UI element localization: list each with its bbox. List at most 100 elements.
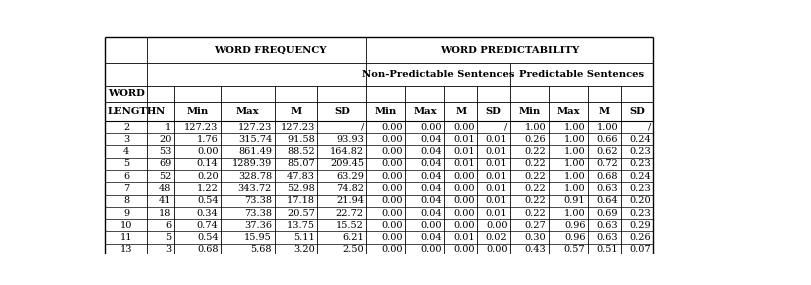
Text: 0.04: 0.04 bbox=[420, 147, 441, 156]
Text: 3: 3 bbox=[165, 245, 171, 255]
Text: 0.00: 0.00 bbox=[381, 209, 402, 217]
Text: 3: 3 bbox=[122, 135, 129, 144]
Text: Max: Max bbox=[413, 107, 436, 116]
Text: WORD: WORD bbox=[108, 89, 144, 98]
Text: 0.00: 0.00 bbox=[453, 184, 474, 193]
Text: 0.00: 0.00 bbox=[420, 123, 441, 131]
Text: 1.00: 1.00 bbox=[563, 159, 585, 168]
Text: 0.00: 0.00 bbox=[381, 159, 402, 168]
Text: 63.29: 63.29 bbox=[336, 172, 363, 181]
Text: 0.63: 0.63 bbox=[596, 221, 617, 230]
Text: Max: Max bbox=[556, 107, 580, 116]
Text: 1.00: 1.00 bbox=[563, 123, 585, 131]
Text: 209.45: 209.45 bbox=[329, 159, 363, 168]
Text: 0.96: 0.96 bbox=[563, 221, 585, 230]
Text: 0.24: 0.24 bbox=[629, 135, 650, 144]
Text: M: M bbox=[598, 107, 609, 116]
Text: 315.74: 315.74 bbox=[238, 135, 272, 144]
Text: 164.82: 164.82 bbox=[329, 147, 363, 156]
Text: 0.04: 0.04 bbox=[420, 233, 441, 242]
Text: 0.04: 0.04 bbox=[420, 159, 441, 168]
Text: 5: 5 bbox=[165, 233, 171, 242]
Text: 88.52: 88.52 bbox=[287, 147, 315, 156]
Text: 20: 20 bbox=[159, 135, 171, 144]
Text: 5.68: 5.68 bbox=[251, 245, 272, 255]
Text: 0.22: 0.22 bbox=[524, 159, 546, 168]
Text: 0.29: 0.29 bbox=[629, 221, 650, 230]
Text: 1: 1 bbox=[165, 123, 171, 131]
Text: Predictable Sentences: Predictable Sentences bbox=[518, 70, 643, 79]
Text: 0.00: 0.00 bbox=[453, 209, 474, 217]
Text: M: M bbox=[290, 107, 301, 116]
Text: 0.20: 0.20 bbox=[197, 172, 218, 181]
Text: 0.20: 0.20 bbox=[629, 196, 650, 205]
Text: 0.34: 0.34 bbox=[196, 209, 218, 217]
Text: 328.78: 328.78 bbox=[238, 172, 272, 181]
Text: 0.00: 0.00 bbox=[453, 245, 474, 255]
Text: 0.04: 0.04 bbox=[420, 172, 441, 181]
Text: 1.00: 1.00 bbox=[563, 135, 585, 144]
Text: 0.01: 0.01 bbox=[485, 196, 507, 205]
Text: 13: 13 bbox=[120, 245, 132, 255]
Text: 3.20: 3.20 bbox=[293, 245, 315, 255]
Text: 7: 7 bbox=[122, 184, 129, 193]
Text: 0.57: 0.57 bbox=[563, 245, 585, 255]
Text: 0.00: 0.00 bbox=[420, 221, 441, 230]
Text: 0.00: 0.00 bbox=[381, 221, 402, 230]
Text: 20.57: 20.57 bbox=[286, 209, 315, 217]
Text: 0.54: 0.54 bbox=[197, 196, 218, 205]
Text: 0.14: 0.14 bbox=[196, 159, 218, 168]
Text: 47.83: 47.83 bbox=[286, 172, 315, 181]
Text: 52: 52 bbox=[159, 172, 171, 181]
Text: 2: 2 bbox=[122, 123, 129, 131]
Text: 127.23: 127.23 bbox=[184, 123, 218, 131]
Text: 0.00: 0.00 bbox=[381, 184, 402, 193]
Text: 0.01: 0.01 bbox=[485, 147, 507, 156]
Text: 15.95: 15.95 bbox=[244, 233, 272, 242]
Text: 0.66: 0.66 bbox=[596, 135, 617, 144]
Text: Max: Max bbox=[236, 107, 260, 116]
Text: /: / bbox=[360, 123, 363, 131]
Text: 0.01: 0.01 bbox=[485, 209, 507, 217]
Text: 15.52: 15.52 bbox=[336, 221, 363, 230]
Text: 0.01: 0.01 bbox=[485, 184, 507, 193]
Text: 2.50: 2.50 bbox=[342, 245, 363, 255]
Text: 6: 6 bbox=[165, 221, 171, 230]
Text: 91.58: 91.58 bbox=[287, 135, 315, 144]
Text: 0.00: 0.00 bbox=[381, 172, 402, 181]
Text: Min: Min bbox=[375, 107, 397, 116]
Text: 0.22: 0.22 bbox=[524, 147, 546, 156]
Text: 0.00: 0.00 bbox=[420, 245, 441, 255]
Text: 0.00: 0.00 bbox=[453, 123, 474, 131]
Text: 22.72: 22.72 bbox=[336, 209, 363, 217]
Text: 0.24: 0.24 bbox=[629, 172, 650, 181]
Text: 0.07: 0.07 bbox=[629, 245, 650, 255]
Text: 1.00: 1.00 bbox=[563, 209, 585, 217]
Text: 0.01: 0.01 bbox=[453, 147, 474, 156]
Text: Min: Min bbox=[517, 107, 540, 116]
Text: 0.63: 0.63 bbox=[596, 233, 617, 242]
Text: 0.23: 0.23 bbox=[629, 147, 650, 156]
Text: 11: 11 bbox=[120, 233, 132, 242]
Text: 0.22: 0.22 bbox=[524, 184, 546, 193]
Text: 861.49: 861.49 bbox=[238, 147, 272, 156]
Text: 0.00: 0.00 bbox=[381, 196, 402, 205]
Text: 0.43: 0.43 bbox=[524, 245, 546, 255]
Text: 0.23: 0.23 bbox=[629, 184, 650, 193]
Text: 343.72: 343.72 bbox=[238, 184, 272, 193]
Text: 0.00: 0.00 bbox=[485, 221, 507, 230]
Text: 0.01: 0.01 bbox=[453, 135, 474, 144]
Text: 1.00: 1.00 bbox=[563, 172, 585, 181]
Text: 0.22: 0.22 bbox=[524, 209, 546, 217]
Text: 0.62: 0.62 bbox=[596, 147, 617, 156]
Text: 0.00: 0.00 bbox=[453, 196, 474, 205]
Text: 0.64: 0.64 bbox=[596, 196, 617, 205]
Text: 0.26: 0.26 bbox=[524, 135, 546, 144]
Text: 0.26: 0.26 bbox=[629, 233, 650, 242]
Text: 74.82: 74.82 bbox=[336, 184, 363, 193]
Text: 0.96: 0.96 bbox=[563, 233, 585, 242]
Text: 0.04: 0.04 bbox=[420, 196, 441, 205]
Text: 41: 41 bbox=[159, 196, 171, 205]
Text: 53: 53 bbox=[159, 147, 171, 156]
Text: 0.22: 0.22 bbox=[524, 172, 546, 181]
